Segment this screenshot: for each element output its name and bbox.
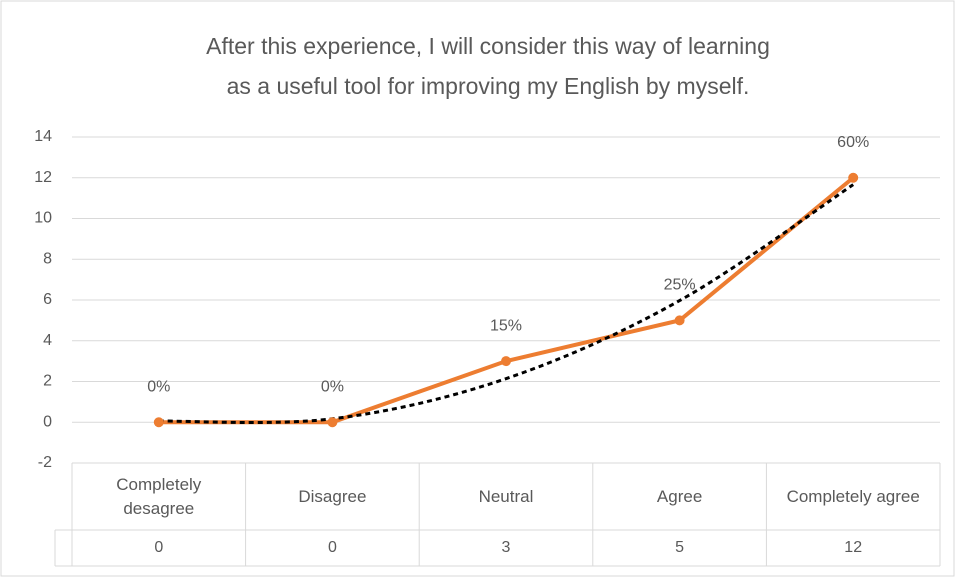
y-tick-label: 4 xyxy=(43,332,52,349)
x-tick-label: Neutral xyxy=(478,486,534,506)
data-point xyxy=(153,417,164,428)
chart-title: as a useful tool for improving my Englis… xyxy=(227,73,750,99)
y-tick-label: -2 xyxy=(38,454,52,471)
x-category-cell: Completely agree xyxy=(786,486,920,506)
x-category-cell: Completely desagree xyxy=(116,474,202,518)
trendline xyxy=(158,183,855,425)
x-category-cell: Agree xyxy=(656,486,703,506)
data-point xyxy=(327,417,338,428)
x-tick-label: Completely agree xyxy=(786,486,920,506)
data-label: 15% xyxy=(490,317,522,334)
table-value: 5 xyxy=(675,539,684,556)
table-value: 3 xyxy=(502,539,511,556)
table-value: 0 xyxy=(328,539,337,556)
y-tick-label: 14 xyxy=(34,128,52,145)
x-tick-label: Disagree xyxy=(298,486,367,506)
x-category-cell: Neutral xyxy=(478,486,534,506)
data-label: 25% xyxy=(664,277,696,294)
y-tick-label: 0 xyxy=(43,413,52,430)
data-label: 60% xyxy=(837,134,869,151)
x-tick-label: Completely desagree xyxy=(116,474,202,518)
y-tick-label: 10 xyxy=(34,210,52,227)
data-point xyxy=(501,356,511,367)
table-value: 12 xyxy=(844,539,862,556)
data-label: 0% xyxy=(147,378,170,395)
y-tick-label: 12 xyxy=(34,169,52,186)
x-category-cell: Disagree xyxy=(298,486,367,506)
chart-title: After this experience, I will consider t… xyxy=(206,33,770,59)
y-tick-label: 6 xyxy=(43,291,52,308)
data-point xyxy=(848,172,859,183)
data-point xyxy=(674,315,685,326)
y-tick-label: 8 xyxy=(43,250,52,267)
y-tick-label: 2 xyxy=(43,373,52,390)
table-value: 0 xyxy=(154,539,163,556)
data-label: 0% xyxy=(321,378,344,395)
x-tick-label: Agree xyxy=(656,486,703,506)
